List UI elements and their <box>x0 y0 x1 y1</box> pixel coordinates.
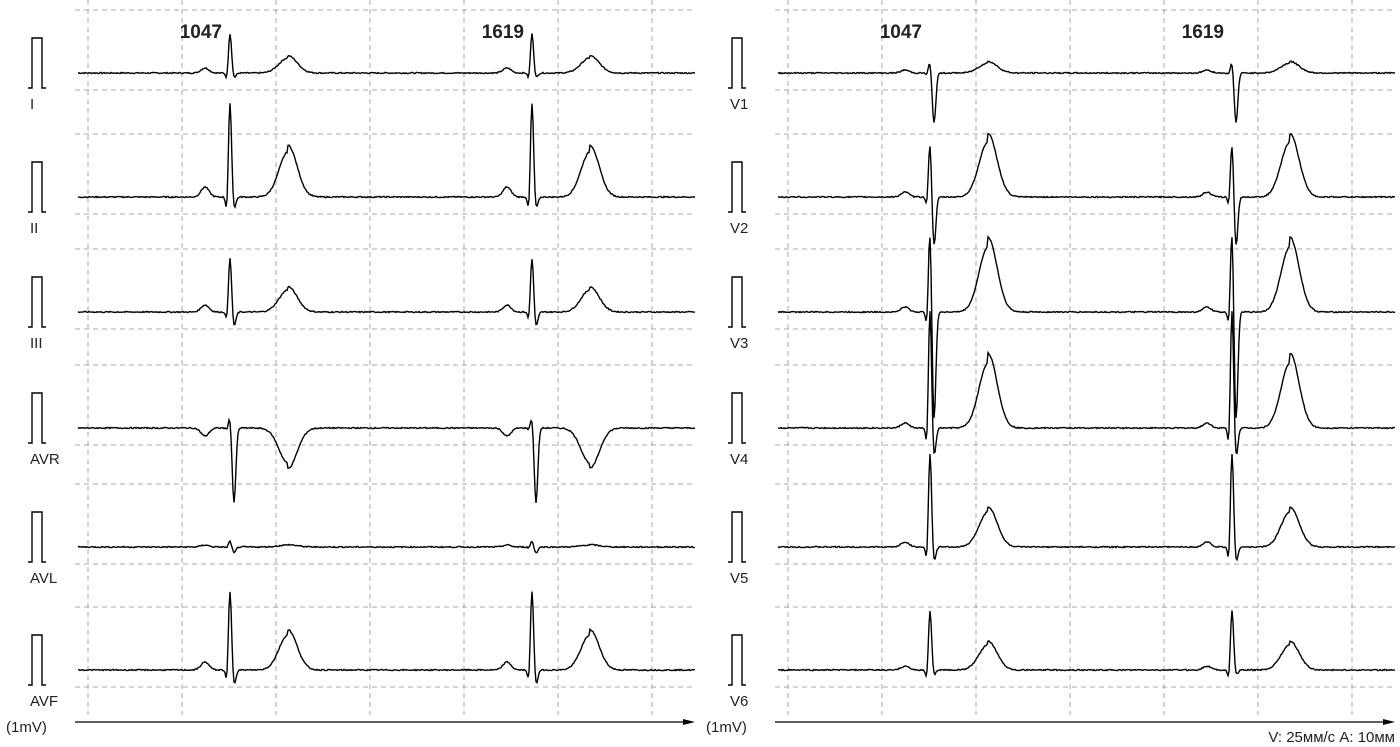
calibration-pulse <box>728 37 746 89</box>
calibration-pulse <box>28 276 46 328</box>
ecg-trace <box>777 235 1396 418</box>
footer-scale: V: 25мм/с A: 10мм <box>1268 729 1395 746</box>
calibration-pulse <box>728 392 746 444</box>
axis-arrow <box>1383 719 1395 725</box>
calibration-label: (1mV) <box>6 719 47 736</box>
ecg-trace <box>77 539 696 554</box>
calibration-pulse <box>728 634 746 686</box>
calibration-pulse <box>28 37 46 89</box>
calibration-pulse <box>728 161 746 213</box>
lead-label: AVF <box>30 693 58 710</box>
calibration-pulse <box>28 634 46 686</box>
ecg-trace <box>777 60 1396 123</box>
ecg-trace <box>777 311 1395 455</box>
ecg-trace <box>77 258 696 326</box>
calibration-pulse <box>28 392 46 444</box>
calibration-pulse <box>728 511 746 563</box>
lead-label: V5 <box>730 570 748 587</box>
ecg-trace <box>777 132 1396 245</box>
lead-label: AVR <box>30 451 60 468</box>
lead-label: III <box>30 335 43 352</box>
lead-label: V3 <box>730 335 748 352</box>
lead-label: V2 <box>730 220 748 237</box>
beat-label: 1619 <box>482 22 524 43</box>
lead-label: AVL <box>30 570 57 587</box>
ecg-trace <box>77 103 696 209</box>
beat-label: 1047 <box>180 22 222 43</box>
calibration-pulse <box>728 276 746 328</box>
ecg-trace <box>77 33 696 80</box>
ecg-trace <box>77 591 696 684</box>
lead-label: II <box>30 220 38 237</box>
beat-label: 1619 <box>1182 22 1224 43</box>
lead-label: V4 <box>730 451 748 468</box>
lead-label: I <box>30 96 34 113</box>
calibration-pulse <box>28 161 46 213</box>
axis-arrow <box>683 719 695 725</box>
calibration-pulse <box>28 511 46 563</box>
beat-label: 1047 <box>880 22 922 43</box>
lead-label: V6 <box>730 693 748 710</box>
ecg-trace <box>777 453 1396 562</box>
ecg-trace <box>77 417 696 503</box>
ecg-trace <box>778 610 1396 679</box>
lead-label: V1 <box>730 96 748 113</box>
calibration-label: (1mV) <box>706 719 747 736</box>
